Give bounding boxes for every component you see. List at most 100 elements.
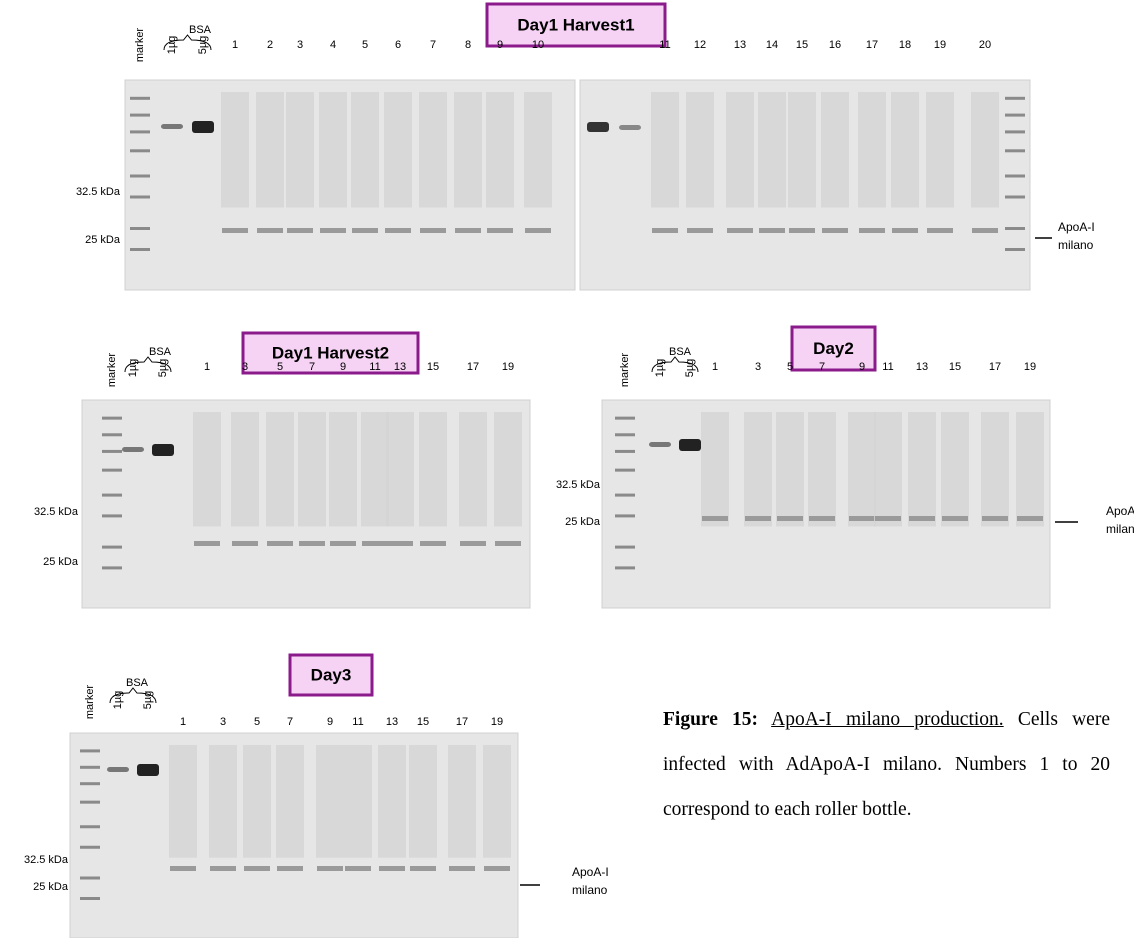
marker-band: [102, 433, 122, 436]
kda-label: 32.5 kDa: [34, 506, 79, 518]
panel-title: Day1 Harvest1: [517, 15, 634, 34]
marker-band: [615, 450, 635, 453]
marker-band: [130, 97, 150, 100]
lane: [266, 412, 294, 526]
marker-band: [102, 450, 122, 453]
marker-label: marker: [106, 353, 118, 388]
bsa-label: BSA: [189, 24, 212, 36]
marker-band: [1005, 130, 1025, 133]
marker-band: [615, 433, 635, 436]
marker-band: [130, 248, 150, 251]
lane: [344, 745, 372, 858]
lane: [524, 92, 552, 208]
apoa-band: [257, 228, 283, 233]
lane: [821, 92, 849, 208]
bsa-band: [587, 122, 609, 132]
lane-number: 3: [220, 716, 226, 728]
lane-number: 13: [916, 361, 928, 373]
lane: [276, 745, 304, 858]
bsa-label: BSA: [149, 346, 172, 358]
lane: [908, 412, 936, 526]
apoa-band: [1017, 516, 1043, 521]
lane-number: 13: [734, 39, 746, 51]
lane-number: 10: [532, 39, 544, 51]
apoa-band: [875, 516, 901, 521]
lane-number: 19: [1024, 361, 1036, 373]
lane-number: 17: [989, 361, 1001, 373]
lane-number: 19: [491, 716, 503, 728]
bsa-band: [619, 125, 641, 130]
apoa-band: [809, 516, 835, 521]
apoa-band: [927, 228, 953, 233]
apoa-band: [455, 228, 481, 233]
marker-band: [1005, 248, 1025, 251]
lane: [891, 92, 919, 208]
band-label: ApoA-I: [1058, 220, 1095, 234]
marker-band: [130, 175, 150, 178]
apoa-band: [352, 228, 378, 233]
lane-number: 18: [899, 39, 911, 51]
marker-band: [80, 749, 100, 752]
lane: [686, 92, 714, 208]
apoa-band: [244, 866, 270, 871]
apoa-band: [330, 541, 356, 546]
apoa-band: [379, 866, 405, 871]
marker-band: [130, 149, 150, 152]
apoa-band: [972, 228, 998, 233]
lane: [329, 412, 357, 526]
lane-number: 11: [369, 361, 380, 373]
lane: [483, 745, 511, 858]
apoa-band: [210, 866, 236, 871]
apoa-band: [487, 228, 513, 233]
apoa-band: [892, 228, 918, 233]
marker-label: marker: [134, 28, 146, 63]
lane-number: 6: [395, 39, 401, 51]
marker-band: [80, 897, 100, 900]
lane-number: 15: [427, 361, 439, 373]
apoa-band: [287, 228, 313, 233]
lane-number: 11: [882, 361, 893, 373]
apoa-band: [387, 541, 413, 546]
bsa-lane-label: 5µg: [197, 36, 209, 55]
apoa-band: [687, 228, 713, 233]
lane: [419, 92, 447, 208]
lane: [858, 92, 886, 208]
lane: [298, 412, 326, 526]
lane: [981, 412, 1009, 526]
lane-number: 17: [467, 361, 479, 373]
lane: [808, 412, 836, 526]
lane: [384, 92, 412, 208]
marker-band: [80, 825, 100, 828]
marker-band: [615, 546, 635, 549]
apoa-band: [484, 866, 510, 871]
bsa-lane-label: 1µg: [166, 36, 178, 55]
lane-number: 17: [866, 39, 878, 51]
band-label: milano: [1106, 522, 1134, 536]
apoa-band: [345, 866, 371, 871]
lane: [726, 92, 754, 208]
lane-number: 15: [949, 361, 961, 373]
lane: [494, 412, 522, 526]
apoa-band: [759, 228, 785, 233]
apoa-band: [777, 516, 803, 521]
lane-number: 9: [859, 361, 865, 373]
marker-band: [1005, 196, 1025, 199]
lane: [486, 92, 514, 208]
lane: [231, 412, 259, 526]
marker-band: [80, 782, 100, 785]
lane: [286, 92, 314, 208]
marker-band: [80, 766, 100, 769]
bsa-band: [107, 767, 129, 772]
lane-number: 1: [232, 39, 238, 51]
lane: [758, 92, 786, 208]
lane: [776, 412, 804, 526]
apoa-band: [745, 516, 771, 521]
apoa-band: [652, 228, 678, 233]
apoa-band: [822, 228, 848, 233]
lane: [209, 745, 237, 858]
band-label: milano: [1058, 238, 1094, 252]
lane-number: 7: [309, 361, 315, 373]
lane: [454, 92, 482, 208]
lane: [701, 412, 729, 526]
lane: [316, 745, 344, 858]
